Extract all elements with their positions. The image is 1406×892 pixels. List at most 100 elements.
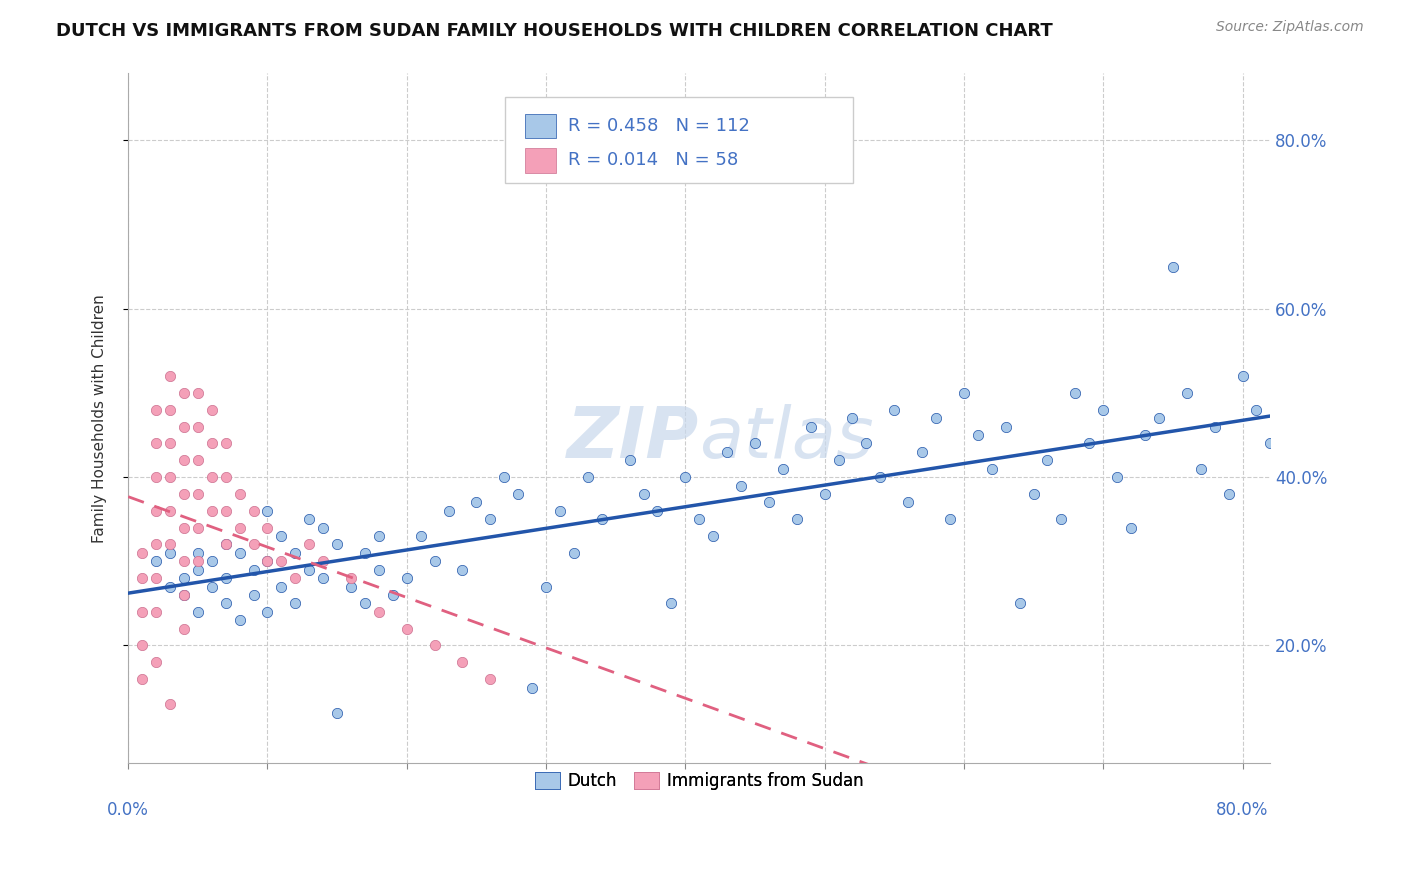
Point (131, 571, 153, 585)
Point (1371, 402, 1393, 417)
Point (758, 495, 780, 509)
Point (173, 571, 195, 585)
Point (326, 706, 349, 720)
Point (215, 470, 238, 484)
Point (187, 453, 209, 467)
Point (647, 504, 669, 518)
Point (395, 571, 418, 585)
Point (772, 461, 794, 475)
Point (215, 537, 238, 551)
Point (953, 385, 976, 400)
Text: DUTCH VS IMMIGRANTS FROM SUDAN FAMILY HOUSEHOLDS WITH CHILDREN CORRELATION CHART: DUTCH VS IMMIGRANTS FROM SUDAN FAMILY HO… (56, 22, 1053, 40)
Point (228, 520, 250, 534)
Point (1286, 343, 1309, 358)
Point (145, 436, 167, 450)
Point (242, 563, 264, 577)
Point (256, 554, 278, 568)
Point (883, 402, 905, 417)
Point (1036, 453, 1059, 467)
Point (591, 512, 613, 526)
Point (508, 487, 530, 501)
Point (730, 478, 752, 492)
Point (131, 672, 153, 686)
Point (159, 546, 181, 560)
Point (897, 495, 920, 509)
Point (994, 419, 1017, 434)
Point (562, 546, 585, 560)
Point (451, 655, 474, 669)
Point (1246, 402, 1268, 417)
Point (242, 588, 264, 602)
Point (284, 546, 307, 560)
Point (494, 470, 516, 484)
Point (1315, 369, 1337, 384)
Point (173, 487, 195, 501)
Point (1161, 260, 1184, 274)
FancyBboxPatch shape (524, 113, 557, 138)
Point (633, 487, 655, 501)
Point (437, 504, 460, 518)
Point (201, 436, 224, 450)
Point (173, 588, 195, 602)
Point (1064, 385, 1087, 400)
Point (215, 504, 238, 518)
Legend: Dutch, Immigrants from Sudan: Dutch, Immigrants from Sudan (527, 765, 870, 797)
Point (479, 672, 502, 686)
Text: 0.0%: 0.0% (107, 801, 149, 819)
Point (786, 512, 808, 526)
FancyBboxPatch shape (505, 97, 853, 184)
Point (173, 385, 195, 400)
Point (298, 512, 321, 526)
Point (1078, 436, 1101, 450)
Point (1147, 411, 1170, 425)
Point (187, 563, 209, 577)
Point (827, 453, 849, 467)
Point (215, 537, 238, 551)
Point (1329, 411, 1351, 425)
Point (173, 588, 195, 602)
Point (159, 470, 181, 484)
Point (716, 445, 738, 459)
FancyBboxPatch shape (524, 148, 557, 172)
Point (173, 520, 195, 534)
Text: R = 0.014   N = 58: R = 0.014 N = 58 (568, 151, 738, 169)
Point (256, 554, 278, 568)
Point (256, 504, 278, 518)
Point (145, 470, 167, 484)
Point (173, 622, 195, 636)
Point (1301, 453, 1323, 467)
Point (1133, 428, 1156, 442)
Point (939, 512, 962, 526)
Point (326, 537, 349, 551)
Point (673, 470, 696, 484)
Text: R = 0.458   N = 112: R = 0.458 N = 112 (568, 117, 749, 135)
Point (187, 546, 209, 560)
Point (688, 512, 710, 526)
Point (284, 571, 307, 585)
Point (284, 596, 307, 610)
Point (159, 369, 181, 384)
Point (242, 537, 264, 551)
Point (340, 571, 363, 585)
Point (312, 554, 335, 568)
Point (354, 546, 377, 560)
Point (159, 580, 181, 594)
Point (187, 520, 209, 534)
Point (548, 504, 571, 518)
Point (702, 529, 724, 543)
Text: Source: ZipAtlas.com: Source: ZipAtlas.com (1216, 20, 1364, 34)
Point (869, 470, 891, 484)
Point (354, 596, 377, 610)
Point (187, 605, 209, 619)
Point (1050, 512, 1073, 526)
Point (465, 495, 488, 509)
Point (131, 639, 153, 653)
Point (201, 580, 224, 594)
Point (187, 487, 209, 501)
Point (256, 520, 278, 534)
Point (159, 402, 181, 417)
Point (534, 580, 557, 594)
Point (1189, 461, 1212, 475)
Y-axis label: Family Households with Children: Family Households with Children (93, 293, 107, 542)
Point (145, 537, 167, 551)
